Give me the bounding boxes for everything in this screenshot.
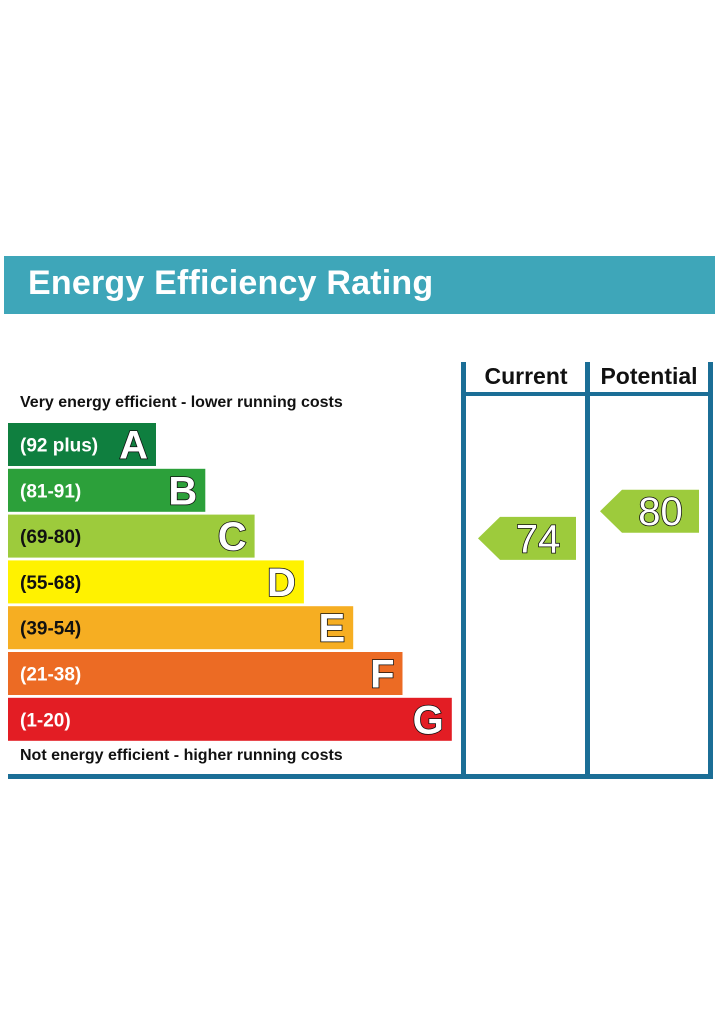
potential-column-right-border xyxy=(708,362,713,778)
band-d-letter: D xyxy=(267,561,296,605)
current-column-left-border xyxy=(461,362,466,778)
potential-column-header: Potential xyxy=(600,363,698,389)
band-c xyxy=(8,514,255,558)
band-f xyxy=(8,652,403,695)
band-b-letter: B xyxy=(168,469,197,513)
band-e-range: (39-54) xyxy=(20,619,81,640)
potential-rating-arrow xyxy=(600,489,699,533)
band-a xyxy=(8,423,156,466)
band-a-letter: A xyxy=(119,424,148,468)
current-rating-arrow xyxy=(478,516,576,560)
potential-rating-value: 80 xyxy=(638,490,683,534)
current-column-right-border xyxy=(585,362,590,778)
band-b xyxy=(8,468,206,512)
header-banner: Energy Efficiency Rating xyxy=(4,256,715,314)
inefficient-note: Not energy efficient - higher running co… xyxy=(20,747,343,764)
band-e xyxy=(8,606,354,650)
band-c-range: (69-80) xyxy=(20,527,81,548)
band-g-range: (1-20) xyxy=(20,710,71,731)
chart-bottom-border xyxy=(8,774,713,779)
efficient-note: Very energy efficient - lower running co… xyxy=(20,394,343,411)
band-d-range: (55-68) xyxy=(20,573,81,594)
band-f-letter: F xyxy=(370,653,394,697)
band-e-letter: E xyxy=(319,607,346,651)
band-g xyxy=(8,697,452,741)
band-c-letter: C xyxy=(218,515,247,559)
band-d xyxy=(8,560,304,604)
band-f-range: (21-38) xyxy=(20,665,81,686)
column-header-divider xyxy=(461,392,713,396)
band-b-range: (81-91) xyxy=(20,481,81,502)
band-g-letter: G xyxy=(413,698,444,742)
chart-title: Energy Efficiency Rating xyxy=(28,264,434,302)
current-column-header: Current xyxy=(484,363,568,389)
band-a-range: (92 plus) xyxy=(20,436,98,457)
current-rating-value: 74 xyxy=(516,517,561,561)
